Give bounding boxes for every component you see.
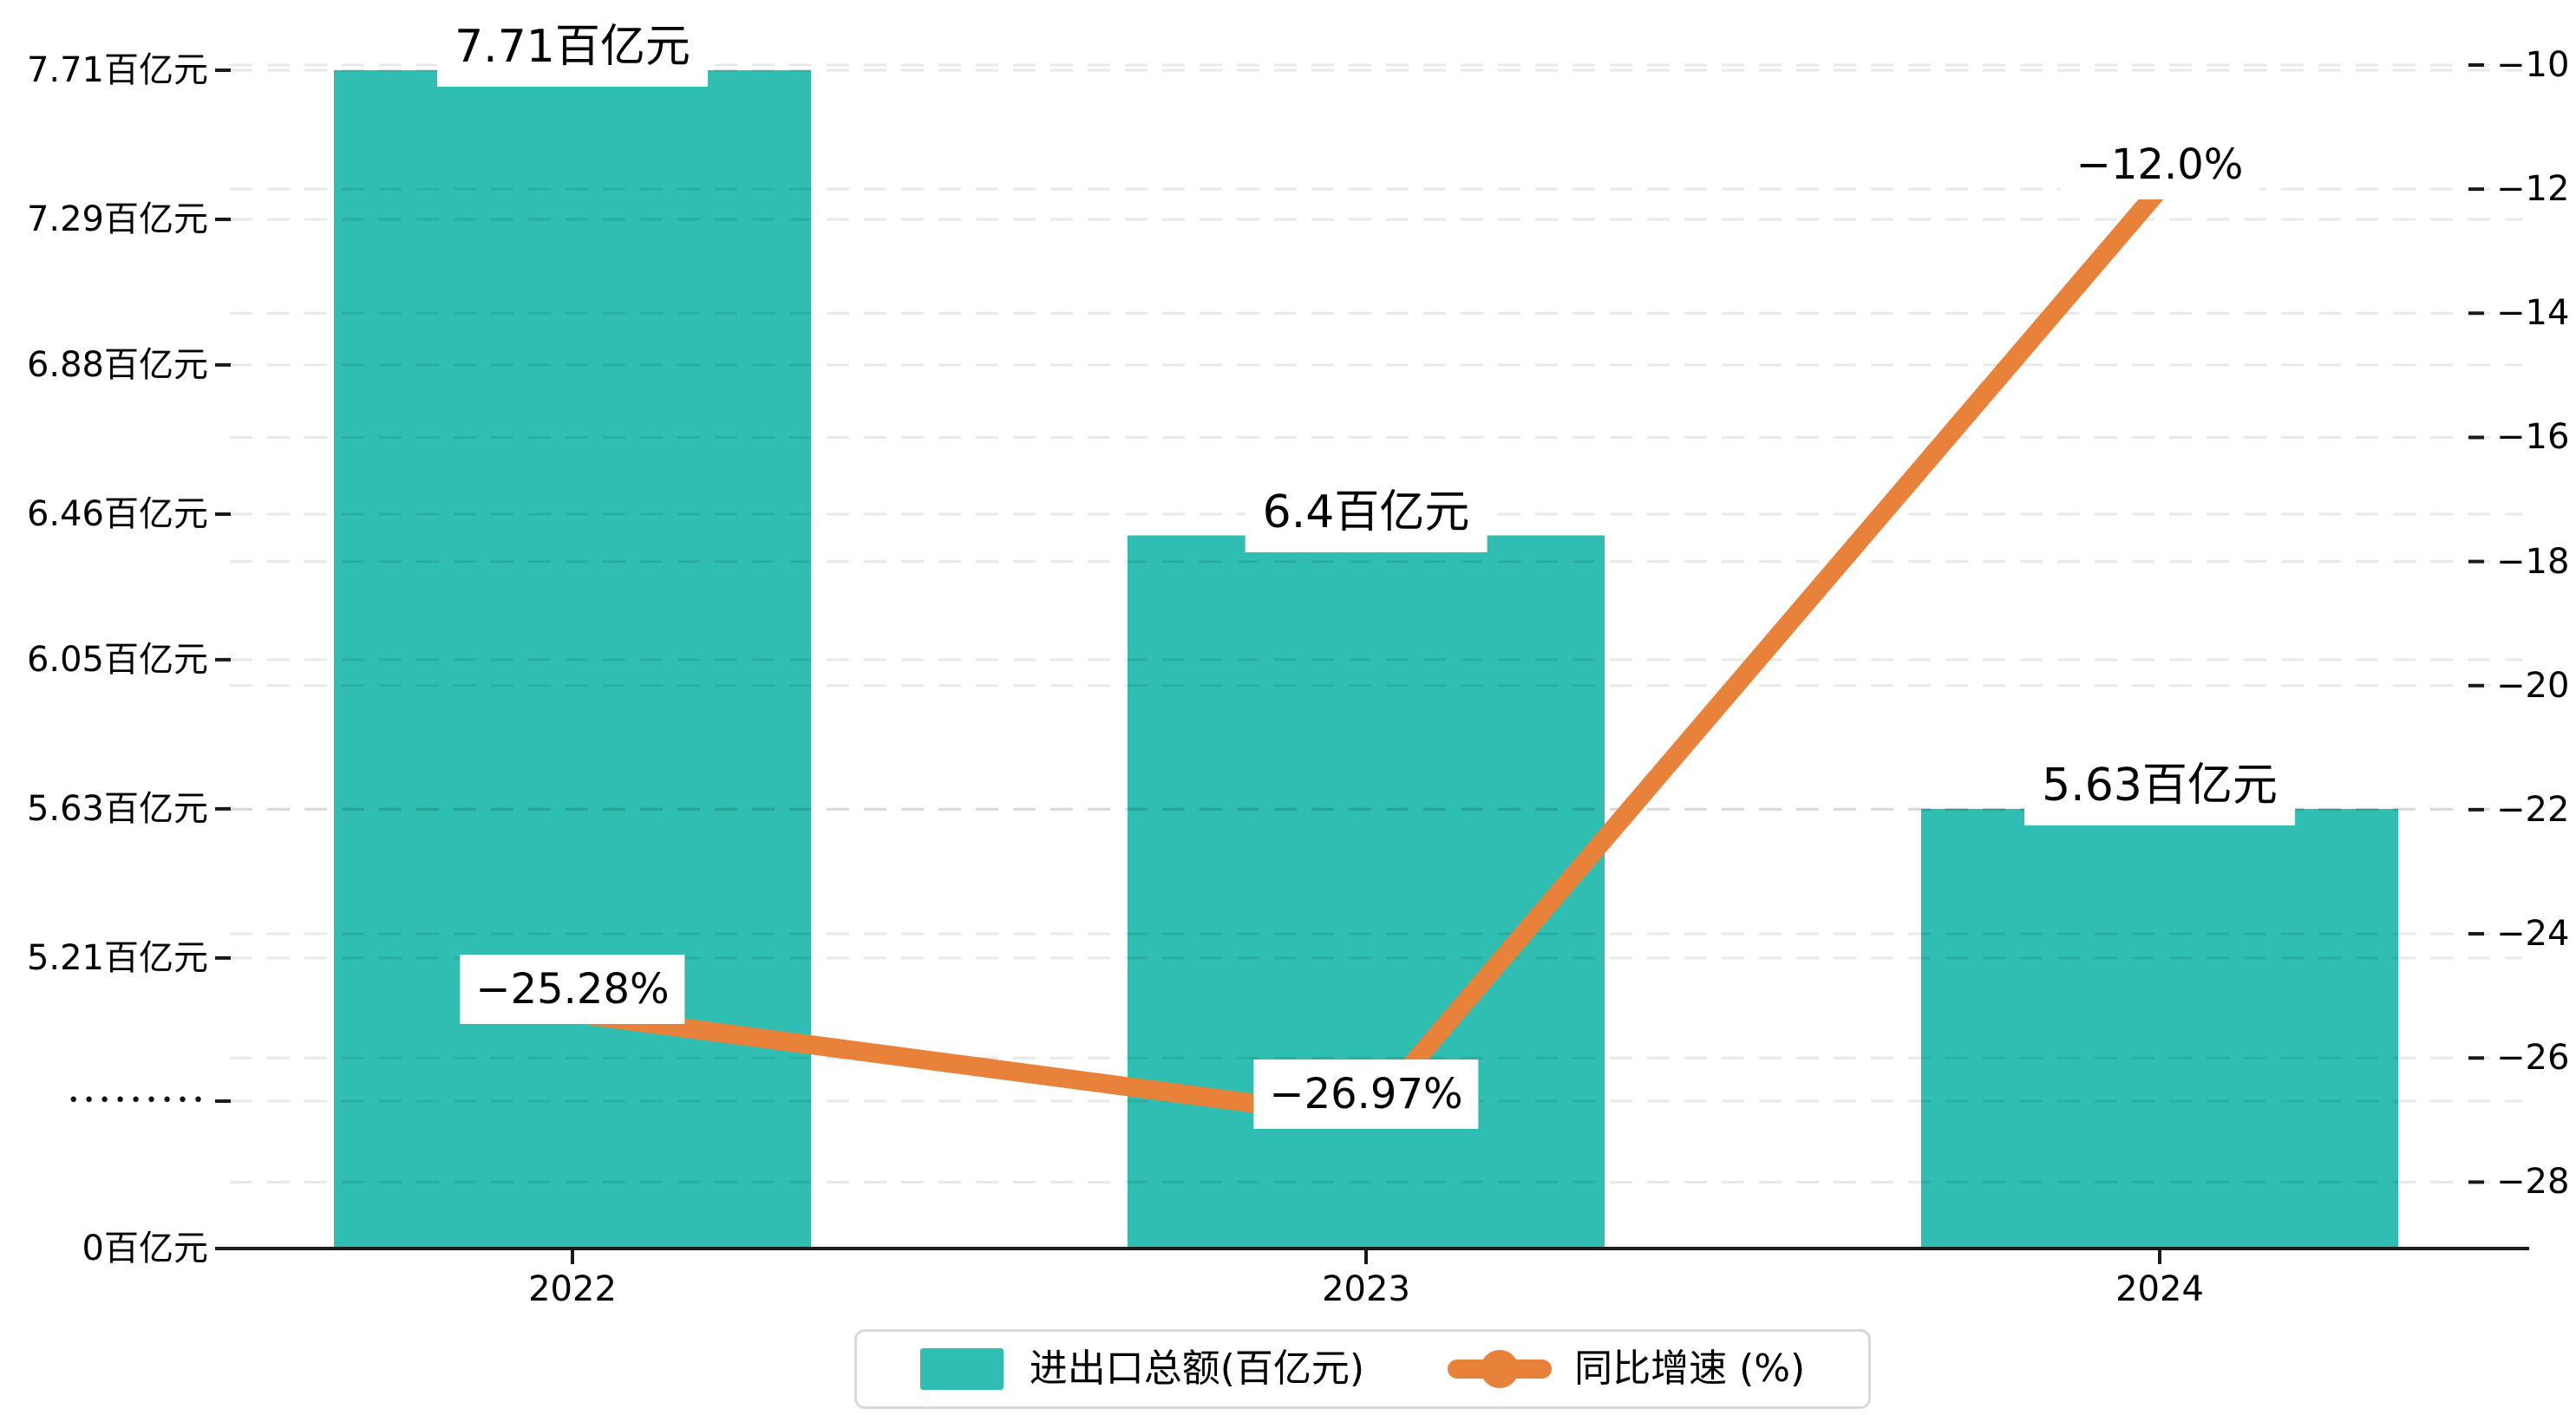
bar-2024[interactable] bbox=[1921, 808, 2398, 1249]
y-axis-left-tick-label: 6.46百亿元 bbox=[26, 493, 208, 534]
y-axis-left-tick-label: 5.21百亿元 bbox=[26, 937, 208, 978]
line-series-marker-icon bbox=[1448, 1348, 1553, 1390]
y-axis-left-tick-label: 6.88百亿元 bbox=[26, 344, 208, 385]
bar-2022[interactable] bbox=[334, 70, 811, 1249]
y-axis-right-tick-label: −24 bbox=[2496, 914, 2570, 955]
y-axis-left-tick-label: 5.63百亿元 bbox=[26, 788, 208, 829]
legend-label-bar-series: 进出口总额(百亿元) bbox=[1029, 1347, 1365, 1391]
bar-series-swatch-icon bbox=[919, 1348, 1004, 1390]
bar-2023[interactable] bbox=[1128, 535, 1605, 1249]
line-value-label-2024: −12.0% bbox=[2060, 130, 2259, 200]
y-axis-left-tick-label: 7.29百亿元 bbox=[26, 199, 208, 239]
x-axis-label-2024[interactable]: 2024 bbox=[2115, 1269, 2204, 1309]
y-axis-right-tick-label: −18 bbox=[2496, 541, 2570, 582]
bar-value-label-2023: 6.4百亿元 bbox=[1245, 472, 1487, 552]
x-axis-label-2022[interactable]: 2022 bbox=[528, 1269, 617, 1309]
line-value-label-2023: −26.97% bbox=[1253, 1059, 1479, 1129]
legend-item-line-series[interactable]: 同比增速 (%) bbox=[1448, 1347, 1805, 1392]
y-axis-left-tick-label: 7.71百亿元 bbox=[26, 50, 208, 90]
y-axis-right-tick-label: −12 bbox=[2496, 169, 2570, 210]
bar-value-label-2022: 7.71百亿元 bbox=[437, 7, 708, 87]
y-axis-right-tick-label: −10 bbox=[2496, 45, 2570, 85]
y-axis-right-tick-label: −28 bbox=[2496, 1162, 2570, 1203]
y-axis-right-tick-label: −20 bbox=[2496, 665, 2570, 706]
y-axis-right-tick-label: −26 bbox=[2496, 1038, 2570, 1079]
y-axis-left-tick-label: 6.05百亿元 bbox=[26, 639, 208, 680]
y-axis-break-dots: ••••••••• bbox=[68, 1090, 208, 1112]
legend-item-bar-series[interactable]: 进出口总额(百亿元) bbox=[919, 1347, 1365, 1392]
legend: 进出口总额(百亿元) 同比增速 (%) bbox=[854, 1329, 1871, 1409]
x-axis-label-2023[interactable]: 2023 bbox=[1322, 1269, 1410, 1309]
y-axis-right-tick-label: −22 bbox=[2496, 789, 2570, 830]
line-value-label-2022: −25.28% bbox=[460, 954, 685, 1024]
bar-value-label-2024: 5.63百亿元 bbox=[2024, 745, 2295, 825]
y-axis-right-tick-label: −14 bbox=[2496, 293, 2570, 334]
legend-label-line-series: 同比增速 (%) bbox=[1574, 1347, 1806, 1391]
y-axis-right-tick-label: −16 bbox=[2496, 417, 2570, 458]
y-axis-left-zero-label: 0百亿元 bbox=[82, 1229, 208, 1268]
